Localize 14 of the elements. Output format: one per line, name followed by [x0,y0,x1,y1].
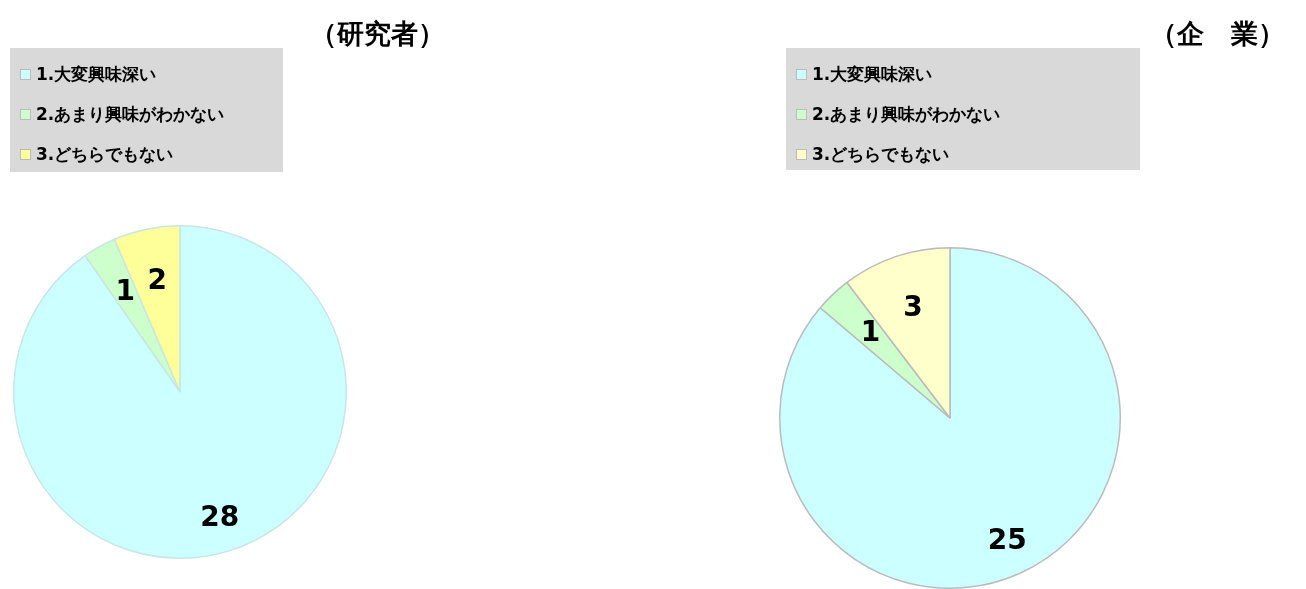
text: （企 業） [1150,17,1285,51]
data-label: 1 [115,274,135,308]
data-label: 3 [903,289,923,323]
legend-label: 1.大変興味深い [811,62,934,86]
data-label: 25 [987,522,1027,556]
data-label: 2 [147,262,167,296]
data-label: 1 [860,315,881,349]
legend-label: 3.どちらでもない [35,142,175,166]
legend-label: 1.大変興味深い [35,62,158,86]
legend-label: 2.あまり興味がわかない [811,102,1002,126]
data-label: 28 [200,500,240,534]
chart-title: （研究者） [310,17,445,51]
legend-label: 3.どちらでもない [811,142,951,166]
legend-label: 2.あまり興味がわかない [35,102,226,126]
